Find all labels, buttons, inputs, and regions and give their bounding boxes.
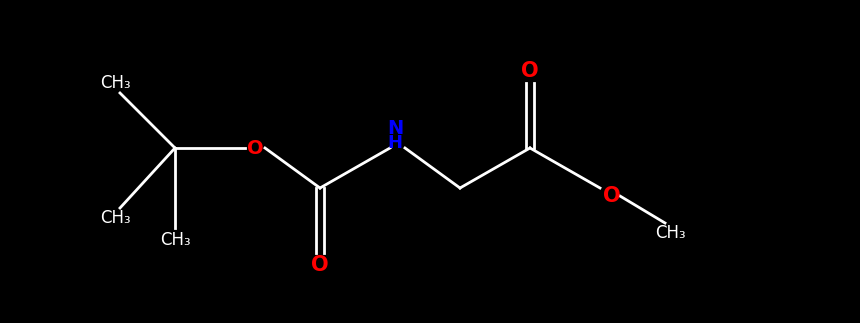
Text: O: O [247, 139, 263, 158]
Text: CH₃: CH₃ [100, 74, 131, 92]
Text: H: H [388, 134, 402, 152]
Text: O: O [603, 186, 621, 206]
Text: CH₃: CH₃ [160, 231, 190, 249]
Text: O: O [311, 255, 329, 275]
Text: CH₃: CH₃ [100, 209, 131, 227]
Text: CH₃: CH₃ [654, 224, 685, 242]
Text: O: O [521, 61, 539, 81]
Text: N: N [387, 119, 403, 138]
